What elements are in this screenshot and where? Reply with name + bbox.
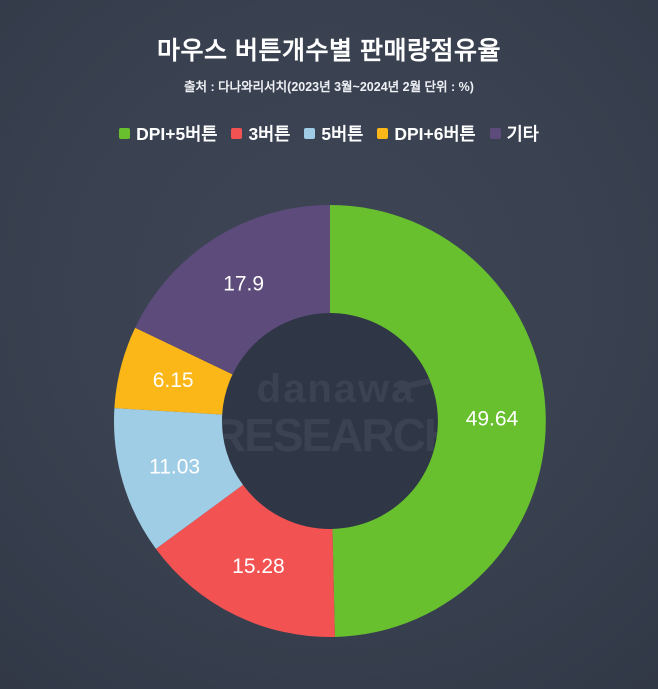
pie-slice-3 bbox=[114, 327, 233, 415]
pie-slice-0 bbox=[330, 205, 546, 637]
page-title: 마우스 버튼개수별 판매량점유율 bbox=[157, 37, 501, 65]
legend: DPI+5버튼 3버튼 5버튼 DPI+6버튼 기타 bbox=[0, 121, 658, 146]
legend-item-label: 3버튼 bbox=[248, 124, 291, 144]
pie-slice-4 bbox=[135, 205, 330, 375]
legend-item-label: 5버튼 bbox=[321, 124, 364, 144]
legend-item-label: DPI+5버튼 bbox=[136, 124, 218, 144]
legend-item-4: 기타 bbox=[489, 121, 539, 146]
legend-item-1: 3버튼 bbox=[231, 121, 290, 146]
legend-swatch-icon bbox=[231, 128, 243, 139]
legend-swatch-icon bbox=[489, 128, 501, 139]
legend-item-label: 기타 bbox=[506, 124, 539, 144]
donut-chart: danawa RESEARCH 49.64 15.28 11.03 6.15 17.9 bbox=[113, 205, 546, 637]
slice-value-label: 11.03 bbox=[149, 455, 200, 478]
legend-item-label: DPI+6버튼 bbox=[394, 124, 476, 144]
header: 마우스 버튼개수별 판매량점유율 출처 : 다나와리서치(2023년 3월~20… bbox=[0, 31, 658, 146]
legend-item-2: 5버튼 bbox=[304, 121, 363, 146]
legend-swatch-icon bbox=[377, 128, 389, 139]
pie-slice-1 bbox=[155, 484, 335, 637]
slice-value-label: 17.9 bbox=[223, 272, 264, 295]
slice-value-label: 49.64 bbox=[466, 408, 519, 431]
legend-swatch-icon bbox=[119, 128, 131, 139]
slice-value-label: 6.15 bbox=[153, 369, 194, 392]
legend-item-3: DPI+6버튼 bbox=[377, 121, 476, 146]
pie-slice-2 bbox=[113, 408, 243, 549]
page-subtitle: 출처 : 다나와리서치(2023년 3월~2024년 2월 단위 : %) bbox=[184, 80, 474, 94]
slices bbox=[113, 205, 546, 637]
slice-value-label: 15.28 bbox=[232, 555, 285, 578]
legend-swatch-icon bbox=[304, 128, 316, 139]
donut-hole bbox=[222, 313, 438, 529]
watermark-brand-sub-text: RESEARCH bbox=[213, 409, 455, 461]
legend-item-0: DPI+5버튼 bbox=[119, 121, 217, 146]
slice-labels: 49.64 15.28 11.03 6.15 17.9 bbox=[149, 272, 518, 577]
watermark-brand-text: danawa bbox=[257, 367, 416, 411]
